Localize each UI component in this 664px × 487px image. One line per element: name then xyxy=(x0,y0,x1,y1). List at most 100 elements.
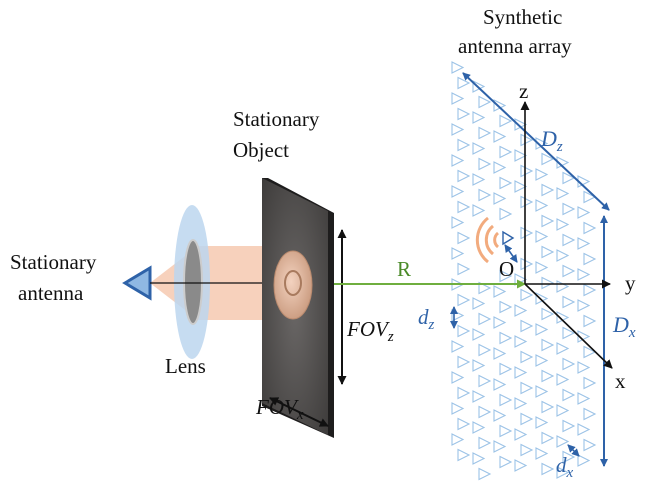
array-element-triangle xyxy=(472,204,486,217)
array-element-triangle xyxy=(562,326,576,340)
array-element-triangle xyxy=(457,386,471,400)
highlighted-array-element xyxy=(502,230,515,246)
object-coin xyxy=(273,250,313,320)
array-element-triangle xyxy=(577,206,591,219)
array-element-triangle xyxy=(556,187,570,200)
array-element-triangle xyxy=(472,173,486,186)
array-element-triangle xyxy=(577,423,591,436)
array-element-triangle xyxy=(514,304,528,317)
array-element-triangle xyxy=(457,324,471,338)
x-axis xyxy=(524,283,613,369)
array-element-triangle xyxy=(451,92,465,105)
array-element-triangle xyxy=(520,381,534,395)
array-element-triangle xyxy=(457,200,471,214)
array-element-triangle xyxy=(541,431,555,445)
array-element-triangle xyxy=(478,467,492,481)
array-element-triangle xyxy=(556,249,570,262)
dz-dimension-arrow xyxy=(462,72,610,211)
stationary-antenna-icon xyxy=(122,265,152,301)
array-element-triangle xyxy=(457,262,471,276)
array-element-triangle xyxy=(457,417,471,431)
array-element-triangle xyxy=(583,407,597,421)
array-element-triangle xyxy=(451,371,465,384)
array-element-triangle xyxy=(493,161,507,174)
array-element-triangle xyxy=(457,448,471,462)
array-element-triangle xyxy=(451,61,465,74)
element-spacing-marker xyxy=(504,244,518,263)
array-element-triangle xyxy=(514,335,528,348)
array-element-triangle xyxy=(478,126,492,140)
array-element-triangle xyxy=(520,288,534,302)
array-element-triangle xyxy=(520,350,534,364)
array-element-triangle xyxy=(520,164,534,178)
array-element-triangle xyxy=(451,402,465,415)
dz-dimension-label: Dz xyxy=(540,126,563,155)
array-element-triangle xyxy=(451,154,465,167)
array-element-triangle xyxy=(472,142,486,155)
dx-spacing-label: dx xyxy=(556,453,574,481)
array-element-triangle xyxy=(541,369,555,383)
array-element-triangle xyxy=(499,424,513,438)
array-element-triangle xyxy=(535,385,549,398)
array-element-triangle xyxy=(493,192,507,205)
array-element-triangle xyxy=(451,340,465,353)
array-element-triangle xyxy=(535,323,549,336)
array-element-triangle xyxy=(478,281,492,295)
array-element-triangle xyxy=(472,328,486,341)
array-element-triangle xyxy=(577,268,591,281)
array-element-triangle xyxy=(472,421,486,434)
array-element-triangle xyxy=(577,330,591,343)
array-element-triangle xyxy=(583,376,597,390)
array-element-triangle xyxy=(514,366,528,379)
array-element-triangle xyxy=(478,405,492,419)
array-element-triangle xyxy=(472,111,486,124)
dx-spacing-arrow xyxy=(567,444,580,457)
array-element-triangle xyxy=(562,295,576,309)
array-element-triangle xyxy=(472,297,486,310)
array-element-triangle xyxy=(556,404,570,417)
array-element-triangle xyxy=(562,233,576,247)
array-element-triangle xyxy=(583,221,597,235)
array-element-triangle xyxy=(535,168,549,181)
array-element-triangle xyxy=(493,316,507,329)
stationary-antenna-label-line1: Stationary xyxy=(10,250,97,274)
array-element-triangle xyxy=(514,459,528,472)
array-element-triangle xyxy=(577,299,591,312)
dx-dimension-label: Dx xyxy=(612,312,636,341)
synthetic-array-label-line1: Synthetic xyxy=(483,5,562,29)
array-element-triangle xyxy=(457,231,471,245)
array-element-triangle xyxy=(493,285,507,298)
array-element-triangle xyxy=(541,183,555,197)
array-element-triangle xyxy=(562,264,576,278)
array-element-triangle xyxy=(451,247,465,260)
array-element-triangle xyxy=(472,359,486,372)
array-element-triangle xyxy=(583,190,597,204)
object-coin-relief xyxy=(284,270,302,296)
array-element-triangle xyxy=(520,319,534,333)
array-element-triangle xyxy=(457,76,471,90)
array-element-triangle xyxy=(520,412,534,426)
array-element-triangle xyxy=(583,438,597,452)
fovx-dimension-arrow xyxy=(269,397,329,427)
array-element-triangle xyxy=(541,307,555,321)
array-element-triangle xyxy=(493,378,507,391)
array-element-triangle xyxy=(499,176,513,190)
array-element-triangle xyxy=(520,226,534,240)
array-element-triangle xyxy=(556,218,570,231)
wave-arcs xyxy=(475,216,500,264)
array-element-triangle xyxy=(472,452,486,465)
array-element-triangle xyxy=(514,397,528,410)
synthetic-array-label-line2: antenna array xyxy=(458,34,572,58)
array-element-triangle xyxy=(562,388,576,402)
array-element-triangle xyxy=(499,300,513,314)
array-element-triangle xyxy=(535,292,549,305)
array-element-triangle xyxy=(583,314,597,328)
array-element-triangle xyxy=(499,207,513,221)
array-element-triangle xyxy=(535,199,549,212)
array-element-triangle xyxy=(583,252,597,266)
array-element-triangle xyxy=(535,354,549,367)
array-element-triangle xyxy=(493,347,507,360)
array-element-triangle xyxy=(451,216,465,229)
